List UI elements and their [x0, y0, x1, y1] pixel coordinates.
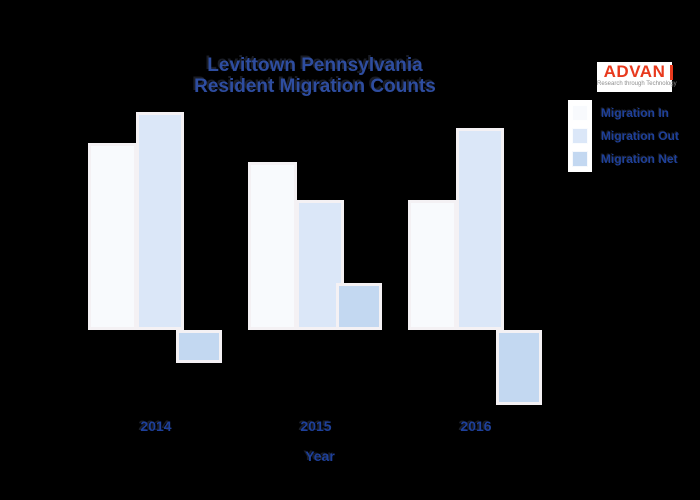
advan-logo-accent-mark — [670, 65, 673, 80]
legend-label: Migration Net — [601, 152, 678, 166]
bar-migration-net-2016 — [496, 330, 542, 405]
legend-item-migration-in: Migration In — [572, 102, 669, 124]
bar-migration-in-2016 — [408, 200, 457, 330]
legend-label: Migration In — [601, 106, 669, 120]
bar-migration-net-2014 — [176, 330, 222, 363]
chart-title: Levittown Pennsylvania Resident Migratio… — [110, 55, 520, 97]
legend-swatch — [572, 128, 588, 144]
x-tick-label-2015: 2015 — [300, 418, 332, 434]
chart-title-line1: Levittown Pennsylvania — [207, 55, 423, 76]
bar-migration-in-2015 — [248, 162, 297, 330]
x-axis-tick-labels: 2014 2015 2016 — [0, 418, 700, 438]
x-tick-label-2016: 2016 — [460, 418, 492, 434]
legend-swatch — [572, 151, 588, 167]
x-axis-title: Year — [305, 448, 335, 464]
advan-logo-text: ADVAN — [603, 62, 666, 81]
legend-swatch — [572, 105, 588, 121]
chart-title-line2: Resident Migration Counts — [194, 76, 436, 97]
legend-item-migration-out: Migration Out — [572, 125, 679, 147]
chart-legend: Migration In Migration Out Migration Net — [568, 100, 700, 172]
legend-label: Migration Out — [601, 129, 679, 143]
bar-migration-out-2016 — [456, 128, 504, 330]
advan-logo-tagline: Research through Technology — [597, 81, 677, 87]
advan-logo: ADVAN Research through Technology — [597, 62, 677, 92]
bar-migration-net-2015 — [336, 283, 382, 330]
legend-item-migration-net: Migration Net — [572, 148, 678, 170]
x-tick-label-2014: 2014 — [140, 418, 172, 434]
bar-migration-out-2014 — [136, 112, 184, 330]
bar-migration-in-2014 — [88, 143, 137, 330]
